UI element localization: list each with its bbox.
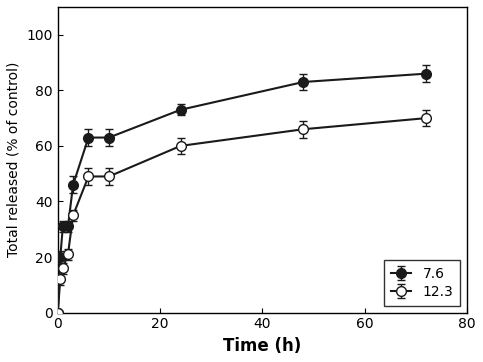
Legend: 7.6, 12.3: 7.6, 12.3 [384,260,460,306]
Y-axis label: Total released (% of control): Total released (% of control) [7,62,21,257]
X-axis label: Time (h): Time (h) [223,337,301,355]
